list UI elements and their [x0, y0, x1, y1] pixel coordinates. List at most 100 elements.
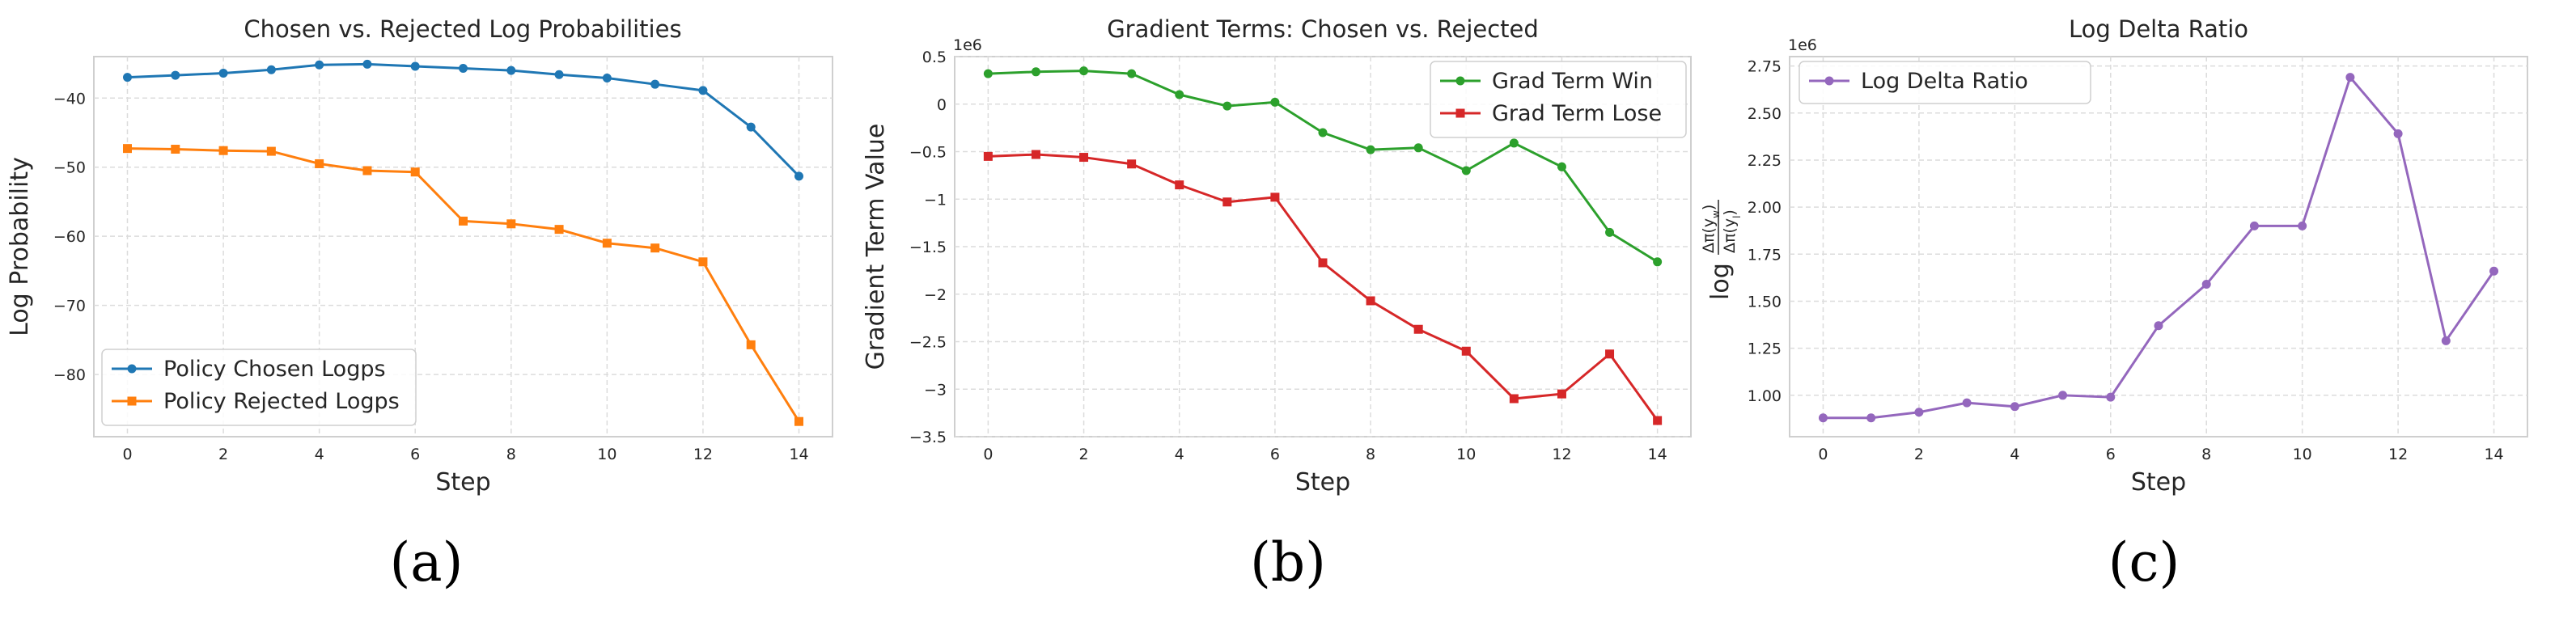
data-point [2345, 73, 2355, 82]
data-point [1605, 349, 1615, 359]
y-axis-label-denominator: Δπ(yl) [1721, 209, 1743, 253]
x-axis-label: Step [435, 468, 490, 497]
x-axis-label: Step [2131, 468, 2186, 497]
x-tick-label: 2 [1078, 446, 1088, 463]
data-point [1318, 128, 1328, 137]
data-point [794, 171, 803, 181]
legend-box [1799, 61, 2091, 104]
y-tick-label: −80 [53, 366, 86, 384]
data-point [554, 70, 564, 79]
data-point [1079, 153, 1089, 163]
data-point [1653, 257, 1663, 267]
data-point [1127, 159, 1137, 169]
y-tick-label: 2.75 [1748, 58, 1782, 76]
data-point [218, 146, 228, 155]
legend: Grad Term Win Grad Term Lose [1430, 61, 1687, 138]
data-point [2106, 392, 2116, 402]
data-point [266, 65, 276, 74]
x-axis-label: Step [1295, 468, 1350, 497]
data-point [2201, 280, 2211, 290]
chart-title: Chosen vs. Rejected Log Probabilities [244, 15, 681, 43]
series-policy-chosen-logps [123, 59, 803, 181]
x-tick-label: 6 [2106, 446, 2116, 463]
data-point [1914, 408, 1924, 417]
data-point [1461, 346, 1471, 356]
data-point [1031, 150, 1040, 159]
y-axis-label-numerator-sub: w [1710, 210, 1722, 218]
data-point [1366, 296, 1375, 306]
x-tick-label: 4 [2010, 446, 2019, 463]
legend-box [101, 349, 417, 426]
legend-label: Policy Rejected Logps [163, 389, 400, 414]
data-point [746, 340, 756, 349]
legend-label: Policy Chosen Logps [163, 357, 386, 382]
x-tick-label: 0 [983, 446, 993, 463]
legend-label: Grad Term Win [1492, 69, 1653, 94]
x-tick-label: 8 [506, 446, 516, 463]
y-tick-label: 1.00 [1748, 387, 1782, 405]
series-grad-term-lose [983, 150, 1663, 425]
data-point [1413, 143, 1423, 153]
data-point [362, 166, 372, 175]
data-point [1318, 258, 1328, 268]
data-point [1818, 413, 1828, 423]
series-grad-term-win [983, 66, 1663, 267]
data-point [746, 122, 756, 132]
panel-label: (c) [2108, 531, 2180, 594]
data-point [2489, 266, 2499, 276]
series-log-delta-ratio [1818, 73, 2499, 423]
y-tick-label: −40 [53, 90, 86, 108]
data-point [1175, 90, 1184, 99]
data-point [123, 144, 132, 154]
data-point [1866, 413, 1876, 423]
data-point [2393, 129, 2403, 138]
data-point [1175, 180, 1184, 190]
data-point [1366, 145, 1375, 154]
data-point [123, 73, 132, 82]
data-point [2154, 321, 2163, 331]
x-tick-label: 10 [597, 446, 616, 463]
data-point [1222, 101, 1232, 111]
y-tick-label: −3.5 [909, 429, 947, 446]
series-policy-rejected-logps [123, 144, 803, 426]
x-tick-label: 6 [1270, 446, 1280, 463]
legend-label: Grad Term Lose [1492, 101, 1662, 126]
y-tick-label: −3 [924, 381, 947, 399]
panel-label: (b) [1250, 531, 1326, 594]
data-point [459, 64, 468, 74]
data-point [2058, 391, 2068, 400]
panel-label: (a) [390, 531, 464, 594]
data-point [171, 145, 180, 154]
x-tick-label: 2 [1914, 446, 1924, 463]
x-tick-label: 8 [1366, 446, 1375, 463]
data-point [506, 66, 516, 75]
x-tick-label: 10 [2293, 446, 2312, 463]
data-point [218, 69, 228, 78]
data-point [2010, 402, 2019, 412]
x-tick-label: 6 [410, 446, 420, 463]
x-tick-label: 2 [218, 446, 228, 463]
y-axis-label-log: log [1706, 263, 1735, 300]
x-tick-label: 4 [315, 446, 324, 463]
data-point [1270, 97, 1280, 107]
data-point [602, 239, 612, 248]
data-point [650, 243, 660, 253]
data-point [2298, 221, 2307, 230]
legend-marker [1455, 108, 1465, 118]
data-point [698, 86, 708, 95]
legend-marker [127, 396, 137, 406]
y-tick-label: −2.5 [909, 334, 947, 352]
data-point [2249, 221, 2259, 230]
x-tick-label: 0 [1818, 446, 1828, 463]
data-point [1222, 197, 1232, 207]
data-point [1270, 192, 1280, 202]
x-tick-label: 4 [1175, 446, 1184, 463]
y-axis-label-denominator-close: ) [1721, 209, 1739, 215]
y-tick-label: −70 [53, 298, 86, 315]
y-tick-label: 1.50 [1748, 293, 1782, 311]
legend: Log Delta Ratio [1799, 61, 2091, 104]
data-point [794, 416, 803, 426]
data-point [1962, 398, 1972, 408]
data-point [315, 158, 324, 168]
